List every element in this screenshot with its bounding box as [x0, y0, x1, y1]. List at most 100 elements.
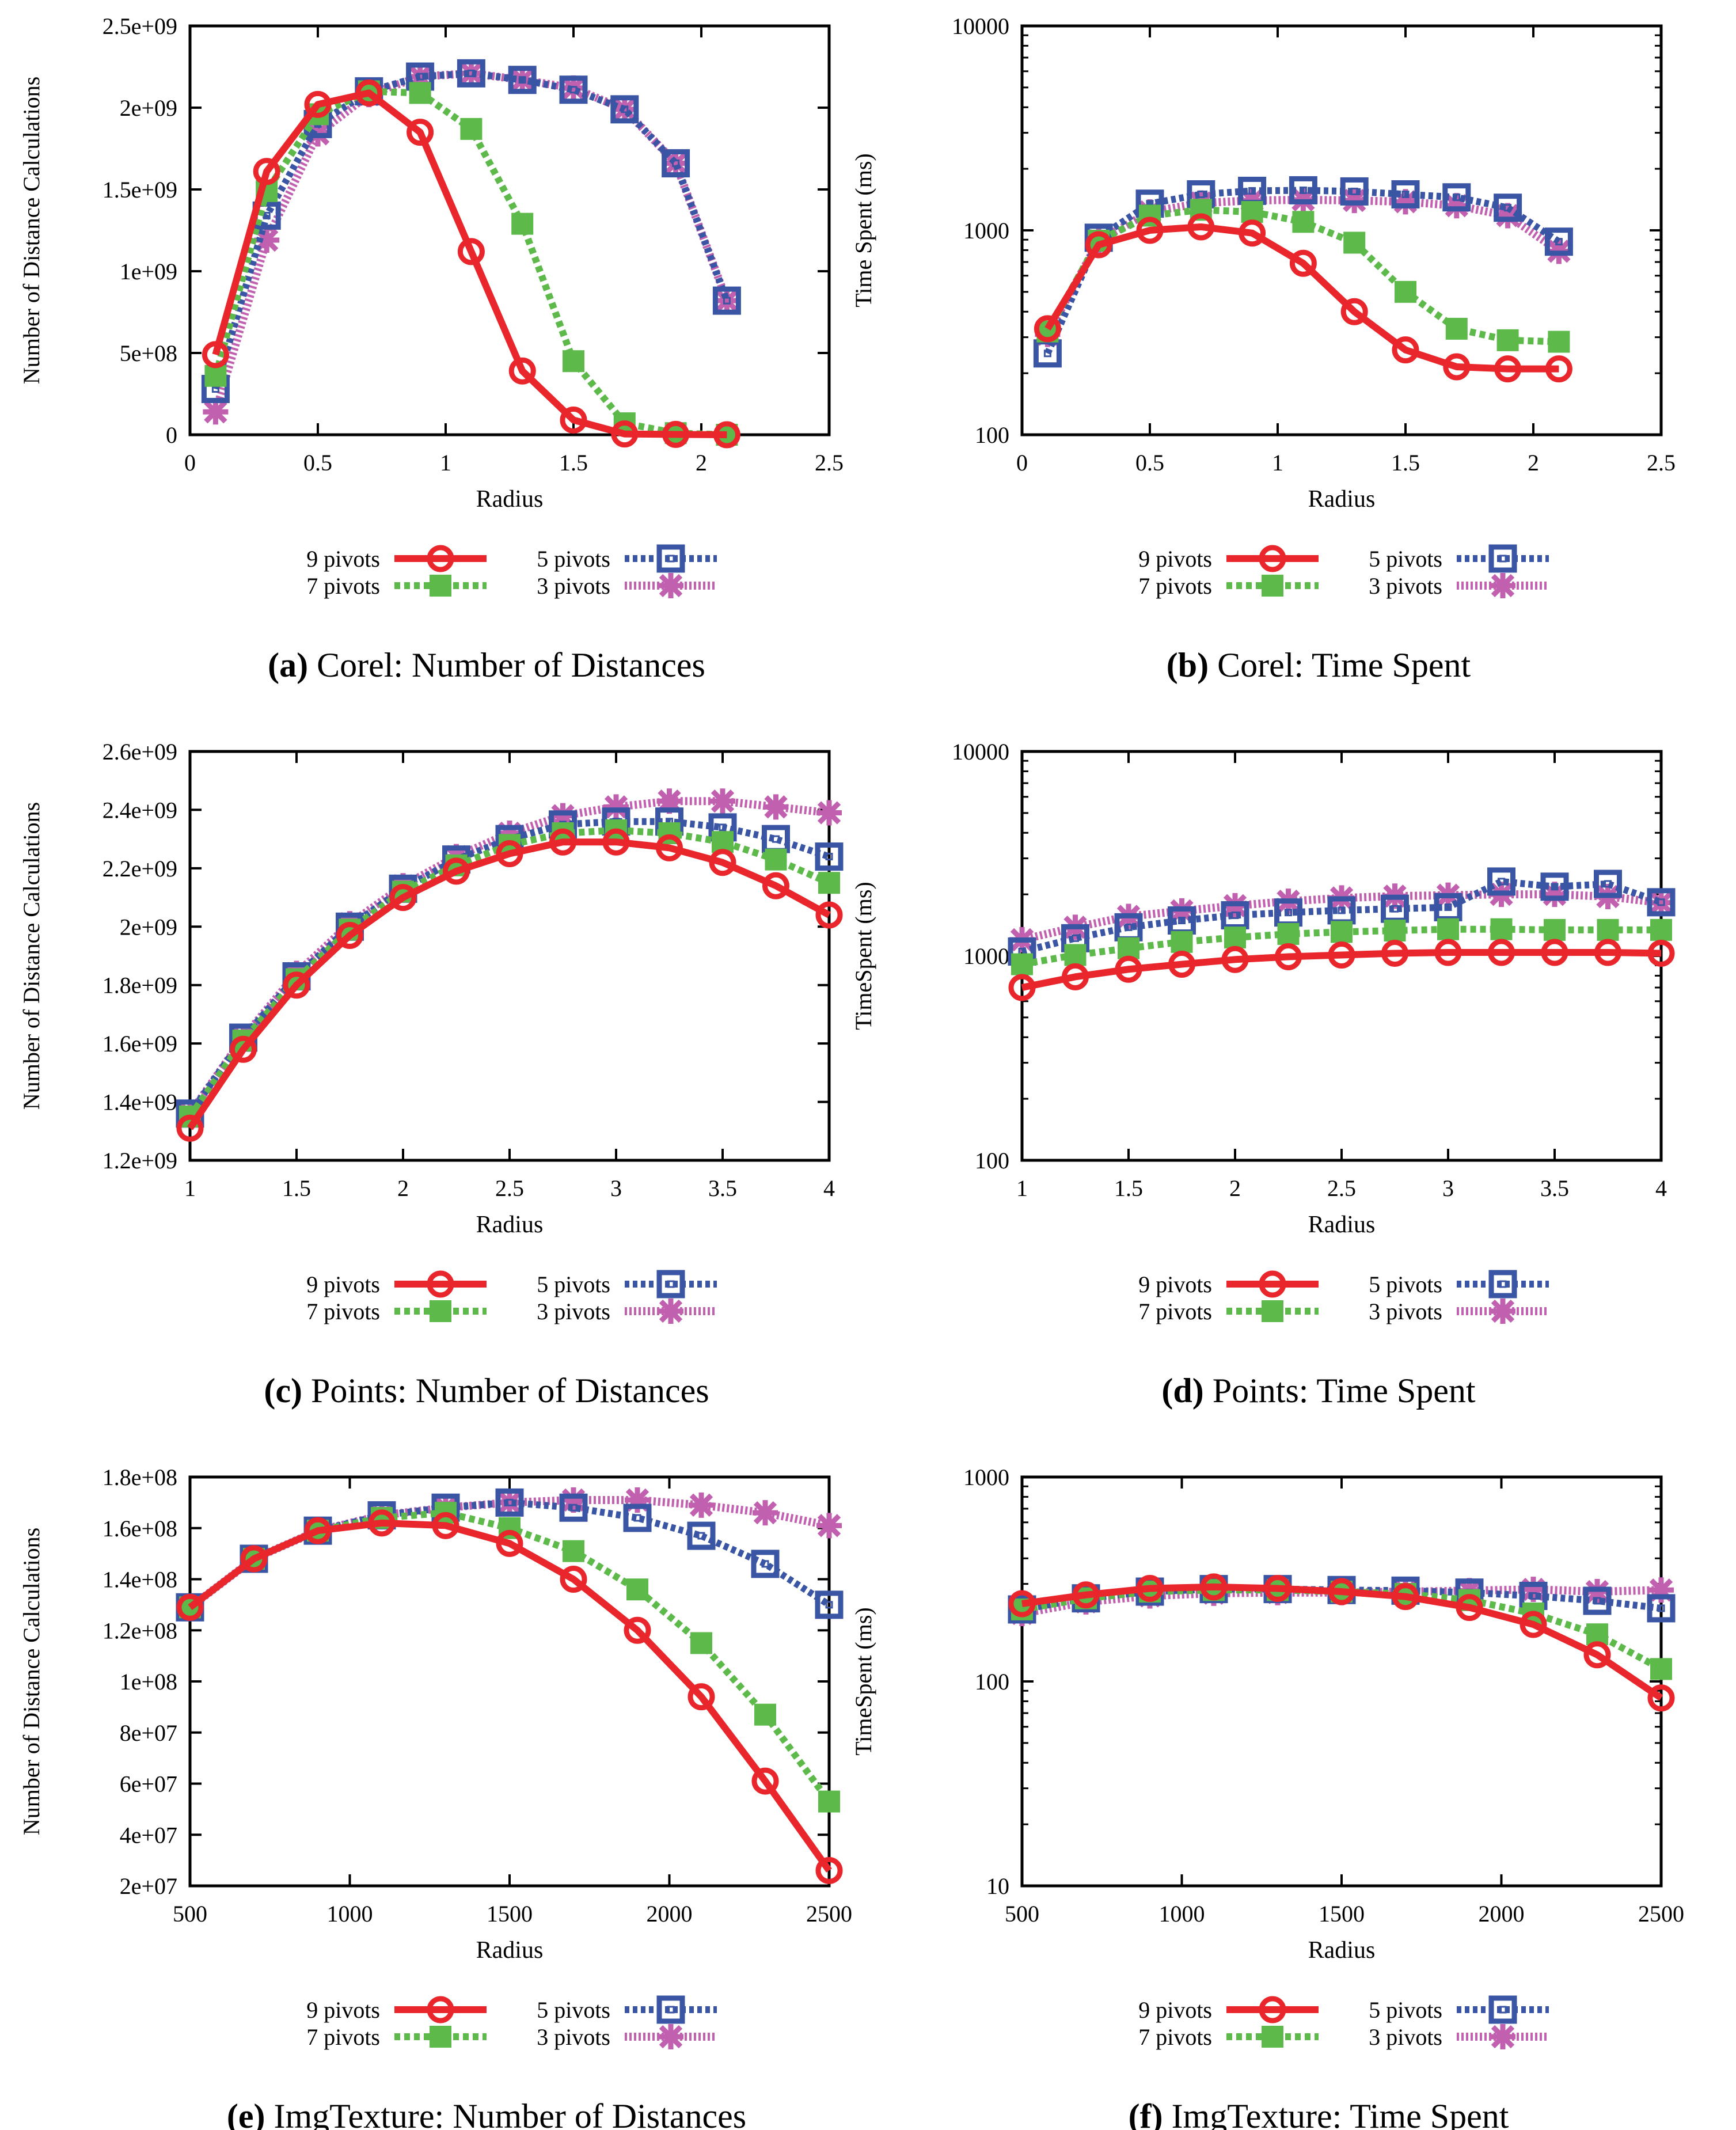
y-tick-label: 1000 — [963, 1464, 1009, 1490]
data-point — [355, 79, 383, 107]
x-tick-label: 2500 — [806, 1901, 852, 1927]
data-point — [689, 1492, 714, 1518]
y-tick-label: 1.5e+09 — [102, 177, 177, 203]
plot-frame — [188, 750, 831, 1162]
data-point — [751, 1550, 780, 1578]
legend-marker — [427, 545, 454, 572]
legend-item-3-pivots: 3 pivots — [1369, 573, 1549, 599]
data-point — [1487, 867, 1515, 896]
x-tick-label: 3.5 — [708, 1175, 737, 1201]
legend-item-9-pivots: 9 pivots — [1138, 1996, 1319, 2023]
legend-marker — [1490, 2024, 1515, 2049]
data-point — [561, 1487, 586, 1513]
series-line — [1021, 878, 1662, 955]
x-axis-label: Radius — [476, 1937, 544, 1964]
data-point — [1545, 355, 1572, 383]
x-tick-label: 3 — [1442, 1175, 1454, 1201]
data-point — [1594, 939, 1621, 966]
legend-label: 3 pivots — [1369, 2024, 1442, 2050]
data-point — [457, 59, 485, 88]
legend-label: 7 pivots — [306, 2024, 380, 2050]
x-axis-label: Radius — [1308, 1937, 1376, 1964]
data-point — [1289, 249, 1317, 277]
data-point — [254, 227, 280, 253]
y-tick-label: 100 — [975, 1669, 1009, 1695]
x-axis-label: Radius — [476, 486, 544, 512]
data-point — [1034, 315, 1061, 343]
legend-label: 3 pivots — [537, 2024, 610, 2050]
legend-marker — [656, 544, 685, 573]
x-tick-label: 0 — [1016, 450, 1028, 476]
data-point — [816, 1513, 842, 1539]
data-point — [765, 848, 787, 871]
y-tick-label: 1.4e+09 — [102, 1089, 177, 1115]
data-point — [1540, 872, 1569, 901]
legend-item-5-pivots: 5 pivots — [537, 544, 717, 573]
x-tick-label: 1000 — [327, 1901, 373, 1927]
data-point — [626, 1578, 648, 1601]
legend-item-7-pivots: 7 pivots — [306, 573, 487, 599]
data-point — [763, 794, 789, 820]
series-line — [212, 89, 727, 438]
x-tick-label: 2.5 — [1327, 1175, 1356, 1201]
series-line — [1021, 1583, 1663, 1701]
legend-item-5-pivots: 5 pivots — [537, 1270, 717, 1298]
data-point — [1434, 939, 1462, 966]
data-point — [559, 1493, 588, 1522]
series-line — [1021, 948, 1662, 991]
chart-panel-6: 500 1000 1500 2000 2500 10 100 1000 Radius TimeSp… — [850, 1464, 1684, 2130]
series-7-pivots — [1011, 918, 1672, 975]
data-point — [603, 794, 629, 820]
legend-marker — [1262, 2026, 1283, 2048]
x-tick-label: 2500 — [1638, 1901, 1684, 1927]
y-tick-label: 1000 — [963, 218, 1009, 244]
x-tick-label: 2.5 — [495, 1175, 524, 1201]
x-tick-label: 1 — [1016, 1175, 1028, 1201]
x-tick-label: 2.5 — [815, 450, 844, 476]
data-point — [559, 75, 588, 104]
data-point — [1221, 946, 1249, 973]
data-point — [1494, 355, 1522, 383]
legend-item-3-pivots: 3 pivots — [537, 2024, 717, 2050]
data-point — [460, 117, 483, 140]
legend-marker — [427, 1270, 454, 1298]
data-point — [1187, 213, 1215, 241]
series-line — [187, 1495, 830, 1611]
x-tick-label: 1.5 — [1114, 1175, 1143, 1201]
data-point — [1343, 231, 1366, 254]
data-point — [240, 1545, 268, 1573]
data-point — [1541, 939, 1568, 966]
data-point — [1072, 1581, 1100, 1609]
legend-item-7-pivots: 7 pivots — [306, 1298, 487, 1324]
series-line — [212, 70, 731, 390]
data-point — [690, 1632, 712, 1654]
data-point — [443, 857, 470, 885]
data-point — [1011, 953, 1033, 975]
chart-panel-2: 0 0.5 1 1.5 2 2.5 100 1000 10000 Radius Time Spent… — [850, 13, 1676, 684]
data-point — [1650, 1658, 1672, 1680]
legend-label: 5 pivots — [1369, 546, 1442, 572]
data-point — [1384, 920, 1406, 942]
legend-label: 3 pivots — [1369, 1298, 1442, 1324]
y-tick-label: 6e+07 — [120, 1771, 177, 1797]
chart-panel-3: 1 1.5 2 2.5 3 3.5 4 1.2e+09 1.4e+09 1.6e+09 1.8e+0… — [18, 739, 844, 1410]
caption-text: ImgTexture: Number of Distances — [265, 2097, 747, 2130]
data-point — [1008, 1590, 1036, 1618]
x-tick-label: 1.5 — [282, 1175, 311, 1201]
x-tick-label: 4 — [1655, 1175, 1667, 1201]
legend-marker — [1488, 544, 1517, 573]
data-point — [1328, 1578, 1355, 1605]
y-tick-label: 1000 — [963, 943, 1009, 969]
x-tick-label: 3.5 — [1540, 1175, 1569, 1201]
legend-item-7-pivots: 7 pivots — [1138, 573, 1319, 599]
legend-item-9-pivots: 9 pivots — [1138, 1270, 1319, 1298]
legend-marker — [658, 1298, 683, 1324]
data-point — [1544, 227, 1573, 256]
legend-label: 3 pivots — [1369, 573, 1442, 599]
y-tick-label: 100 — [975, 422, 1009, 448]
data-point — [336, 922, 363, 949]
data-point — [409, 82, 431, 104]
data-point — [560, 406, 587, 434]
